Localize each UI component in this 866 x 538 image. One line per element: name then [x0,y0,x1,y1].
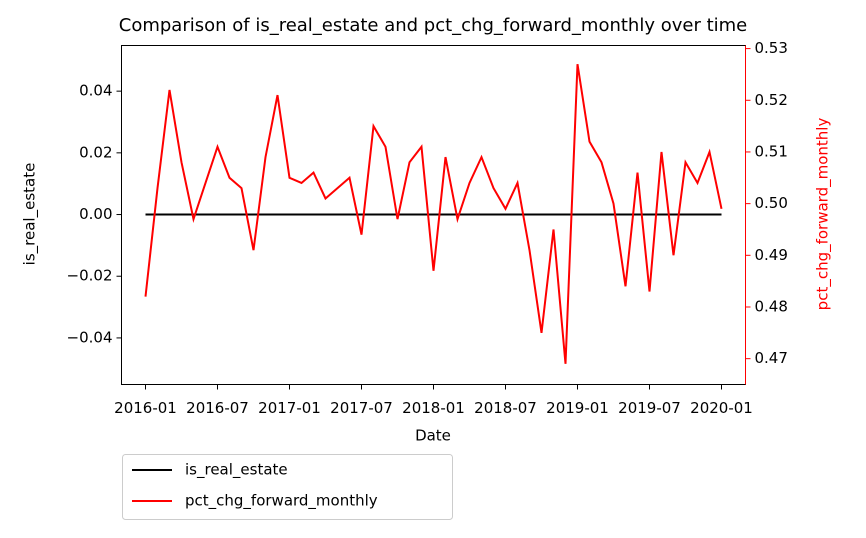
chart-title: Comparison of is_real_estate and pct_chg… [119,15,747,36]
x-tick-label: 2017-01 [258,399,321,417]
x-tick-label: 2018-07 [474,399,537,417]
x-tick-label: 2016-01 [114,399,177,417]
y2-tick-label: 0.48 [755,297,788,315]
y-tick-label: 0.02 [79,143,112,161]
x-axis-label: Date [415,427,451,445]
x-tick-label: 2016-07 [186,399,249,417]
x-tick-label: 2019-01 [546,399,609,417]
data-line [144,63,723,364]
y-tick-label: 0.04 [79,82,112,100]
x-tick-label: 2018-01 [402,399,465,417]
legend-box [122,454,453,520]
y-tick-label: 0.00 [79,205,112,223]
legend-label: is_real_estate [185,461,288,480]
y2-tick-label: 0.49 [755,246,788,264]
legend-label: pct_chg_forward_monthly [185,492,378,511]
y-tick-label: −0.02 [67,267,113,285]
y2-axis-label: pct_chg_forward_monthly [814,118,833,311]
y2-tick-label: 0.47 [755,349,788,367]
x-tick-label: 2017-07 [330,399,393,417]
y2-tick-label: 0.50 [755,194,788,212]
y-axis-label: is_real_estate [21,163,40,266]
y2-tick-label: 0.52 [755,91,788,109]
x-tick-label: 2020-01 [690,399,753,417]
y2-tick-label: 0.51 [755,142,788,160]
x-tick-label: 2019-07 [618,399,681,417]
y-tick-label: −0.04 [67,328,113,346]
y2-tick-label: 0.53 [755,39,788,57]
